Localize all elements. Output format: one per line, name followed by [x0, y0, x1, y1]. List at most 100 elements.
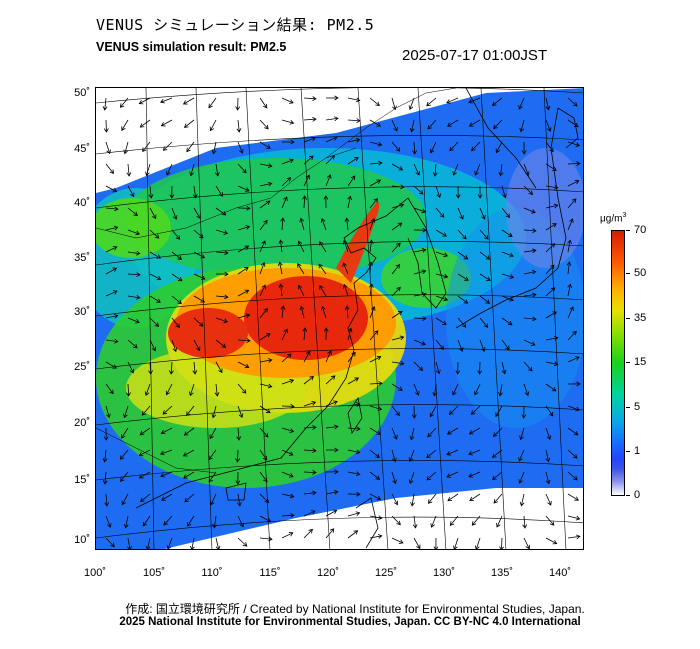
- wind-arrow: [281, 514, 294, 517]
- wind-arrow-head: [498, 172, 504, 177]
- wind-arrow: [145, 383, 151, 396]
- wind-arrow-head: [299, 305, 305, 311]
- wind-arrow: [325, 510, 337, 517]
- wind-arrow-head: [532, 228, 537, 234]
- wind-arrow-head: [297, 263, 302, 268]
- wind-arrow-head: [453, 545, 458, 549]
- wind-arrow: [127, 207, 138, 216]
- wind-arrow: [435, 207, 445, 218]
- wind-arrow-head: [408, 105, 414, 110]
- wind-arrow-head: [260, 262, 266, 267]
- wind-arrow: [193, 273, 206, 280]
- wind-arrow-head: [242, 542, 248, 547]
- wind-arrow-head: [376, 496, 382, 501]
- wind-arrow: [325, 155, 335, 165]
- wind-arrow: [170, 361, 173, 374]
- wind-arrow-head: [166, 545, 172, 549]
- wind-arrow: [259, 359, 272, 363]
- wind-arrow-head: [305, 174, 310, 180]
- wind-arrow: [303, 97, 317, 100]
- wind-arrow: [435, 339, 444, 350]
- wind-arrow-head: [263, 307, 268, 313]
- wind-arrow: [281, 306, 284, 319]
- wind-arrow-head: [289, 378, 295, 384]
- wind-arrow-head: [408, 479, 414, 485]
- wind-arrow: [567, 240, 571, 253]
- colorbar-label-0: 0: [634, 489, 641, 501]
- wind-arrow: [479, 273, 491, 281]
- wind-arrow-head: [121, 500, 126, 506]
- wind-arrow-head: [267, 358, 273, 363]
- wind-arrow-head: [133, 211, 138, 216]
- wind-arrow-head: [312, 490, 317, 496]
- wind-arrow-head: [548, 411, 554, 417]
- wind-arrow: [474, 163, 481, 176]
- lon-label-130: 130˚: [432, 567, 456, 579]
- wind-arrow-head: [196, 214, 201, 220]
- wind-arrow: [426, 471, 437, 481]
- wind-arrow-head: [426, 453, 431, 459]
- wind-arrow: [435, 317, 447, 325]
- wind-arrow: [447, 119, 459, 127]
- wind-arrow: [391, 97, 396, 110]
- wind-arrow-head: [395, 264, 401, 269]
- wind-arrow-head: [244, 363, 250, 369]
- wind-arrow-head: [355, 511, 361, 516]
- wind-arrow-head: [106, 413, 111, 419]
- wind-arrow: [237, 245, 249, 253]
- wind-arrow-head: [334, 95, 339, 101]
- wind-arrow-head: [306, 350, 311, 356]
- wind-arrow-head: [395, 411, 400, 417]
- wind-arrow-head: [245, 313, 251, 318]
- wind-arrow: [479, 251, 490, 260]
- wind-arrow: [391, 204, 404, 209]
- wind-arrow-head: [519, 435, 524, 441]
- wind-arrow: [281, 471, 294, 478]
- wind-arrow: [369, 141, 382, 146]
- wind-arrow-head: [484, 234, 489, 240]
- wind-arrow-head: [474, 390, 479, 396]
- wind-arrow: [495, 405, 503, 417]
- wind-arrow-head: [239, 522, 244, 528]
- wind-arrow: [281, 119, 294, 124]
- wind-arrow: [127, 537, 131, 549]
- coast-japan: [455, 107, 567, 329]
- wind-arrow: [453, 163, 459, 176]
- wind-arrow: [369, 218, 375, 231]
- wind-arrow-head: [329, 528, 335, 533]
- wind-arrow-head: [312, 425, 317, 430]
- wind-arrow: [413, 515, 416, 528]
- lat-label-25: 25˚: [74, 361, 90, 373]
- wind-arrow-head: [574, 179, 580, 185]
- wind-arrow-head: [288, 99, 294, 104]
- wind-arrow-head: [567, 283, 573, 289]
- wind-arrow-head: [211, 413, 217, 419]
- wind-arrow-head: [104, 502, 110, 507]
- wind-arrow-head: [208, 477, 213, 483]
- wind-arrow: [280, 240, 283, 253]
- wind-arrow: [237, 226, 250, 231]
- wind-arrow-head: [429, 148, 435, 154]
- wind-arrow-head: [518, 456, 523, 462]
- wind-arrow: [545, 383, 557, 392]
- wind-arrow: [468, 97, 481, 103]
- wind-arrow: [347, 119, 360, 122]
- wind-arrow: [545, 427, 551, 440]
- coast-taiwan: [347, 396, 363, 435]
- wind-arrow-head: [572, 102, 578, 107]
- wind-arrow: [142, 515, 151, 527]
- wind-arrow: [193, 361, 196, 374]
- wind-arrow-head: [436, 369, 441, 375]
- wind-arrow: [186, 141, 195, 152]
- wind-arrow-head: [289, 428, 295, 433]
- wind-arrow-head: [507, 321, 513, 326]
- wind-arrow-head: [575, 515, 581, 521]
- wind-arrow-head: [392, 479, 397, 485]
- wind-arrow-head: [302, 327, 308, 332]
- wind-arrow: [347, 352, 356, 363]
- wind-arrow: [518, 97, 525, 110]
- parallel-30: [96, 294, 583, 317]
- wind-arrow: [163, 515, 173, 526]
- wind-arrow-head: [421, 269, 427, 275]
- wind-arrow-head: [433, 546, 439, 549]
